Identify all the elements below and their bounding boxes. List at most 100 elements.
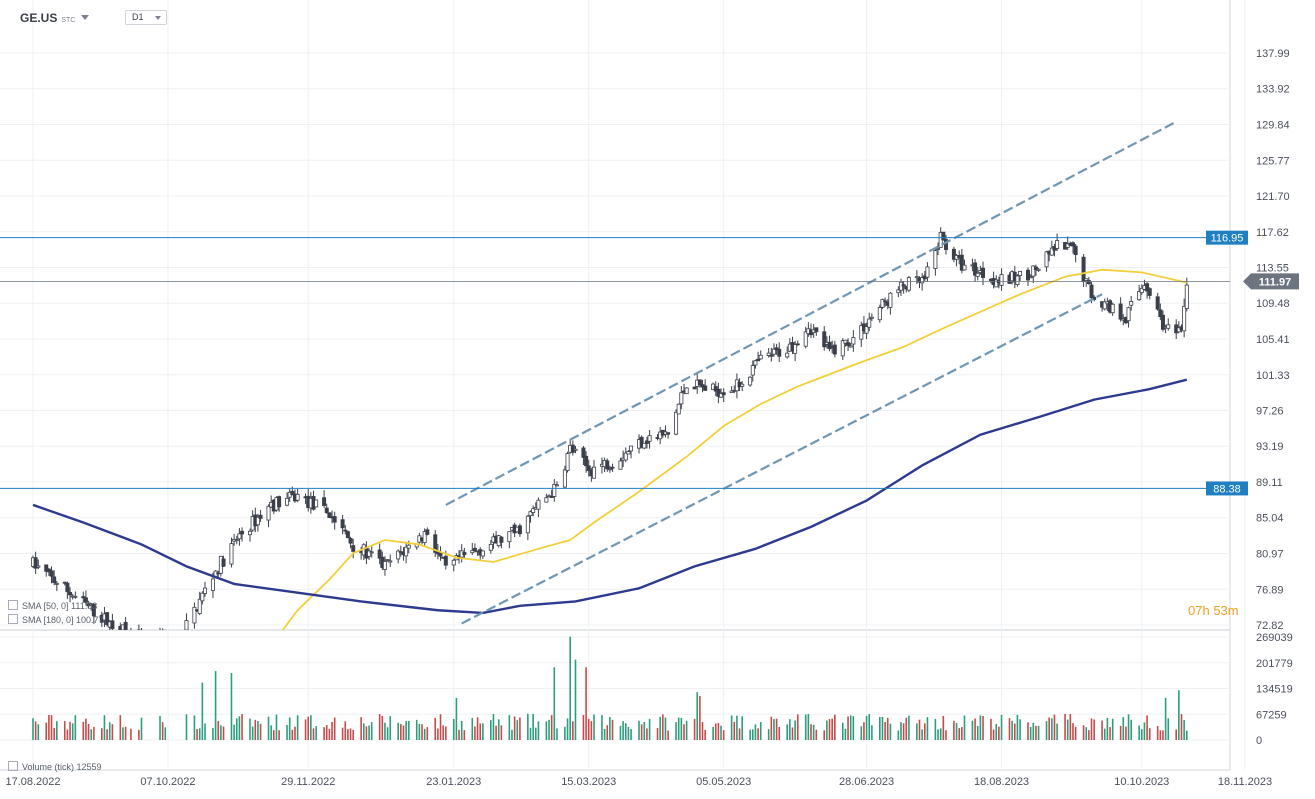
- candle-bull: [999, 274, 1004, 286]
- candle-bear: [697, 379, 702, 386]
- indicator-settings-icon[interactable]: [8, 600, 18, 610]
- timeframe-select[interactable]: D1: [125, 10, 167, 25]
- candle-bear: [258, 514, 263, 519]
- candle-bull: [1018, 270, 1023, 276]
- candle-bull: [552, 484, 557, 497]
- candle-bear: [883, 300, 888, 303]
- candle-bear: [769, 354, 774, 357]
- candle-bull: [758, 354, 763, 360]
- candle-bear: [161, 633, 164, 634]
- candle-bull: [607, 468, 612, 471]
- candle-bear: [348, 538, 353, 544]
- candle-bull: [36, 565, 41, 568]
- chevron-down-icon: [155, 16, 161, 20]
- candle-bear: [398, 551, 403, 554]
- level-label-bg: [1206, 230, 1248, 245]
- candle-bull: [229, 543, 234, 565]
- candle-bull: [1084, 278, 1089, 281]
- candle-bear: [277, 496, 282, 508]
- last-price-tag: [1243, 273, 1299, 290]
- candle-bull: [536, 499, 541, 510]
- candle-bull: [914, 276, 919, 279]
- candle-bull: [793, 344, 798, 354]
- candle-bull: [674, 411, 679, 435]
- indicator-settings-icon[interactable]: [8, 761, 18, 771]
- candle-bull: [771, 348, 776, 355]
- channel-lower-line: [461, 293, 1103, 625]
- candle-bull: [679, 392, 684, 405]
- candle-bull: [766, 352, 771, 356]
- candle-bull: [851, 337, 856, 345]
- candle-bull: [1102, 301, 1107, 310]
- symbol-label[interactable]: GE.US STC: [20, 11, 76, 25]
- candle-bear: [1081, 256, 1086, 283]
- candle-bull: [962, 264, 967, 271]
- level-label-bg: [1206, 481, 1248, 496]
- legend-sma50[interactable]: SMA [50, 0] 111.83: [8, 600, 97, 611]
- candle-bear: [332, 516, 337, 523]
- candle-bull: [200, 592, 205, 602]
- candle-bull: [748, 376, 753, 386]
- y-tick-label: 76.89: [1256, 584, 1284, 596]
- candle-bear: [425, 529, 430, 535]
- candle-bear: [136, 629, 141, 630]
- candle-bear: [644, 440, 649, 444]
- candle-bull: [869, 316, 874, 319]
- candle-bull: [864, 326, 869, 334]
- candle-bull: [877, 307, 882, 321]
- y-tick-label: 137.99: [1256, 48, 1290, 60]
- candle-bull: [388, 560, 393, 563]
- candle-bear: [1145, 283, 1150, 292]
- candle-bull: [1031, 265, 1036, 277]
- candle-bull: [1137, 291, 1142, 301]
- candle-bull: [562, 469, 567, 488]
- y-tick-label: 133.92: [1256, 84, 1290, 96]
- candle-bull: [197, 598, 202, 614]
- candle-bear: [692, 386, 697, 390]
- candle-bull: [158, 636, 161, 637]
- candle-bull: [73, 595, 78, 598]
- candle-bull: [684, 387, 689, 395]
- y-tick-label: 93.19: [1256, 441, 1284, 453]
- candle-bear: [774, 347, 779, 351]
- x-tick-label: 17.08.2022: [5, 776, 60, 788]
- candle-bear: [105, 612, 110, 625]
- candle-bull: [626, 451, 631, 455]
- candle-bull: [618, 460, 623, 470]
- indicator-settings-icon[interactable]: [8, 614, 18, 624]
- candle-bear: [1155, 296, 1160, 310]
- candle-bear: [666, 432, 671, 435]
- candle-bull: [592, 466, 597, 479]
- candle-bear: [586, 465, 591, 472]
- candle-bear: [973, 262, 978, 276]
- sma180-line: [32, 378, 1188, 615]
- legend-volume[interactable]: Volume (tick) 12559: [8, 761, 102, 772]
- candlesticks: [30, 227, 1189, 637]
- candle-bull: [785, 352, 790, 358]
- candle-bear: [1118, 303, 1123, 320]
- level-label: 88.38: [1213, 483, 1241, 495]
- candle-bear: [1073, 245, 1078, 256]
- candle-bear: [570, 444, 575, 453]
- candle-bear: [584, 455, 589, 467]
- candle-bear: [951, 248, 956, 260]
- candle-bear: [795, 343, 800, 346]
- legend-sma180[interactable]: SMA [180, 0] 100.77: [8, 614, 104, 625]
- x-tick-label: 29.11.2022: [281, 776, 335, 788]
- candle-bull: [740, 383, 745, 387]
- y-tick-label: 117.62: [1256, 227, 1289, 239]
- candle-bull: [385, 559, 390, 561]
- candle-bull: [1036, 268, 1041, 271]
- candle-bull: [247, 530, 252, 536]
- candle-bear: [340, 519, 345, 529]
- candle-bull: [1015, 275, 1020, 285]
- sma50-line: [281, 268, 1187, 630]
- y-tick-label: 121.70: [1256, 191, 1290, 203]
- symbol-dropdown-icon[interactable]: [81, 15, 89, 20]
- candle-bear: [1026, 269, 1031, 281]
- y-tick-label: 113.55: [1256, 263, 1289, 275]
- volume-tick-label: 201779: [1256, 658, 1293, 670]
- candle-bear: [814, 327, 819, 333]
- candle-countdown: 07h 53m: [1188, 603, 1239, 618]
